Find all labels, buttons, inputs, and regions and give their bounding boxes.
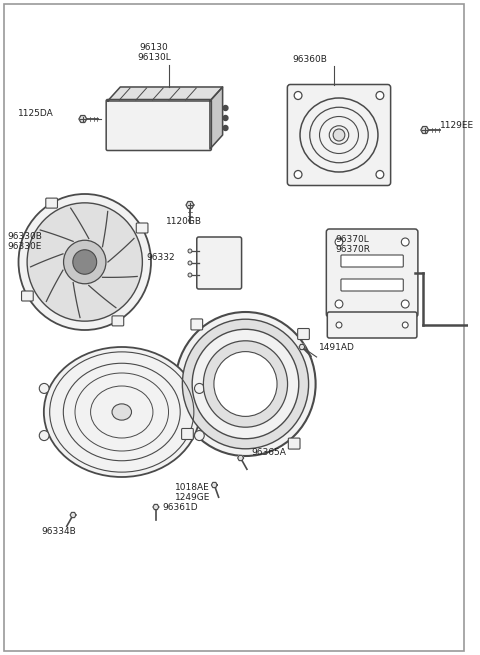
- FancyBboxPatch shape: [327, 312, 417, 338]
- Text: 96332: 96332: [146, 252, 175, 261]
- Ellipse shape: [468, 320, 480, 329]
- Circle shape: [194, 430, 204, 441]
- Circle shape: [335, 238, 343, 246]
- FancyBboxPatch shape: [341, 255, 403, 267]
- Circle shape: [27, 203, 143, 321]
- Polygon shape: [108, 87, 223, 101]
- FancyBboxPatch shape: [298, 329, 309, 339]
- Text: 96130
96130L: 96130 96130L: [137, 43, 171, 62]
- Text: 96334B: 96334B: [41, 527, 76, 536]
- Polygon shape: [210, 87, 223, 149]
- Circle shape: [401, 300, 409, 308]
- Polygon shape: [211, 482, 217, 487]
- Polygon shape: [79, 115, 87, 122]
- Circle shape: [376, 170, 384, 179]
- Circle shape: [294, 170, 302, 179]
- Circle shape: [294, 92, 302, 100]
- Circle shape: [182, 319, 309, 449]
- Polygon shape: [421, 126, 429, 134]
- Circle shape: [333, 129, 345, 141]
- Circle shape: [63, 240, 106, 284]
- Circle shape: [335, 300, 343, 308]
- Polygon shape: [153, 504, 159, 510]
- Circle shape: [223, 115, 228, 121]
- FancyBboxPatch shape: [197, 237, 241, 289]
- Text: 1125DA: 1125DA: [18, 109, 53, 117]
- Circle shape: [194, 383, 204, 394]
- Circle shape: [223, 126, 228, 130]
- Circle shape: [39, 430, 49, 441]
- Circle shape: [19, 194, 151, 330]
- FancyBboxPatch shape: [136, 223, 148, 233]
- FancyBboxPatch shape: [112, 316, 124, 326]
- Circle shape: [39, 383, 49, 394]
- FancyBboxPatch shape: [191, 319, 203, 330]
- Circle shape: [188, 249, 192, 253]
- Text: 96361D: 96361D: [163, 503, 198, 512]
- FancyBboxPatch shape: [288, 438, 300, 449]
- FancyBboxPatch shape: [106, 100, 211, 151]
- Circle shape: [192, 329, 299, 439]
- FancyBboxPatch shape: [326, 229, 418, 317]
- FancyBboxPatch shape: [288, 84, 391, 185]
- Ellipse shape: [112, 404, 132, 420]
- Circle shape: [336, 322, 342, 328]
- Polygon shape: [299, 345, 305, 350]
- Text: 1120GB: 1120GB: [166, 217, 202, 226]
- Text: 96370L
96370R: 96370L 96370R: [335, 235, 370, 254]
- Circle shape: [402, 322, 408, 328]
- FancyBboxPatch shape: [46, 198, 58, 208]
- Text: 1129EE: 1129EE: [440, 121, 474, 130]
- Circle shape: [188, 273, 192, 277]
- Text: 1491AD: 1491AD: [319, 343, 354, 352]
- FancyBboxPatch shape: [341, 279, 403, 291]
- Polygon shape: [186, 202, 194, 208]
- Circle shape: [376, 92, 384, 100]
- Ellipse shape: [44, 347, 200, 477]
- Text: 96360B: 96360B: [292, 55, 327, 64]
- Text: 1018AE
1249GE: 1018AE 1249GE: [175, 483, 211, 502]
- FancyBboxPatch shape: [22, 291, 33, 301]
- Circle shape: [223, 105, 228, 111]
- Text: 96365A: 96365A: [252, 448, 286, 457]
- Polygon shape: [70, 512, 76, 517]
- FancyBboxPatch shape: [181, 428, 193, 440]
- Text: 96330B
96330E: 96330B 96330E: [8, 232, 43, 252]
- Circle shape: [73, 250, 96, 274]
- Circle shape: [214, 352, 277, 417]
- Circle shape: [204, 341, 288, 427]
- Circle shape: [401, 238, 409, 246]
- Polygon shape: [238, 455, 243, 460]
- Circle shape: [188, 261, 192, 265]
- Circle shape: [175, 312, 316, 456]
